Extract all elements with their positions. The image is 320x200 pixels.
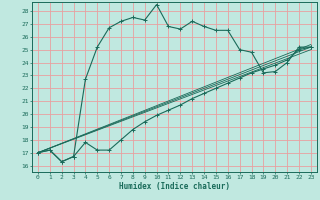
X-axis label: Humidex (Indice chaleur): Humidex (Indice chaleur) <box>119 182 230 191</box>
